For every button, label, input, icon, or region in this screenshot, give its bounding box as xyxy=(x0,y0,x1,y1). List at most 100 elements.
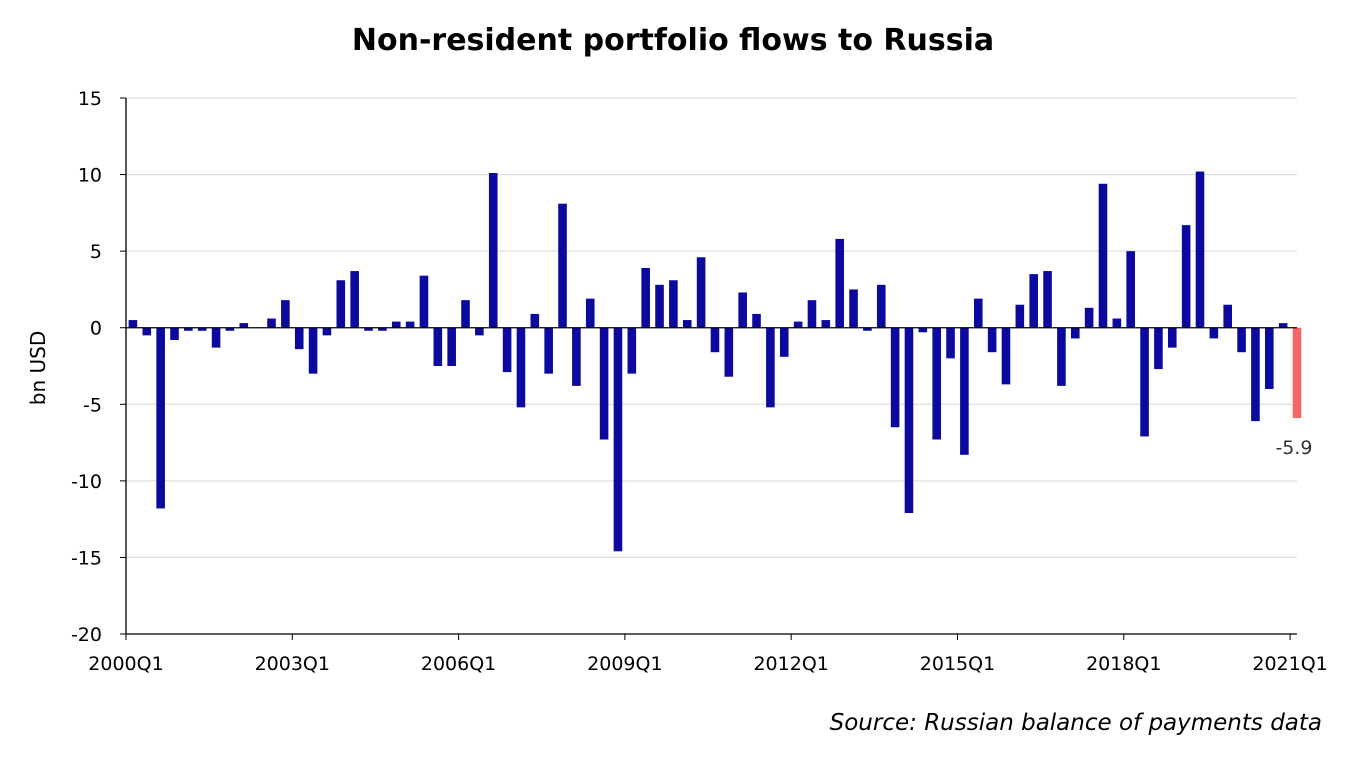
x-tick-label: 2006Q1 xyxy=(421,653,496,675)
bar xyxy=(724,327,734,377)
bar xyxy=(585,298,595,328)
y-tick-label: -15 xyxy=(71,547,102,569)
gridlines xyxy=(120,97,1297,635)
bar xyxy=(904,327,914,514)
bar xyxy=(211,327,221,348)
y-tick-label: 5 xyxy=(90,241,102,263)
bar xyxy=(1209,327,1219,339)
y-tick-label: -5 xyxy=(83,394,102,416)
y-axis-tick-labels: 15 10 5 0 -5 -10 -15 -20 xyxy=(71,88,102,646)
x-tick-label: 2009Q1 xyxy=(587,653,662,675)
bar xyxy=(156,327,165,509)
bar xyxy=(1278,323,1288,328)
y-tick-label: 0 xyxy=(90,318,102,340)
bar xyxy=(1154,327,1163,370)
bar xyxy=(876,284,886,328)
bar xyxy=(710,327,720,353)
chart-title: Non-resident portfolio flows to Russia xyxy=(352,23,994,58)
bar xyxy=(793,321,803,328)
bar xyxy=(627,327,637,374)
x-tick-label: 2003Q1 xyxy=(255,653,330,675)
y-tick-label: 10 xyxy=(78,165,102,187)
x-tick-label: 2018Q1 xyxy=(1086,653,1161,675)
bar xyxy=(1264,327,1274,389)
bar xyxy=(281,300,290,328)
bar xyxy=(475,327,484,336)
bar xyxy=(835,238,844,328)
bar xyxy=(682,320,692,328)
bar xyxy=(766,327,775,408)
bar xyxy=(378,327,387,331)
bar xyxy=(128,320,138,328)
bar xyxy=(1195,171,1205,328)
y-tick-label: 15 xyxy=(78,88,102,110)
bar xyxy=(752,313,761,328)
bar xyxy=(239,323,249,328)
x-tick-label: 2012Q1 xyxy=(753,653,828,675)
bar xyxy=(779,327,789,357)
x-tick-label: 2021Q1 xyxy=(1252,653,1327,675)
bar xyxy=(544,327,553,374)
bar xyxy=(1098,183,1108,328)
bar xyxy=(738,292,747,328)
bar xyxy=(447,327,456,366)
bar xyxy=(488,173,498,328)
bar xyxy=(184,327,193,331)
y-tick-label: -20 xyxy=(71,624,102,646)
bar xyxy=(696,257,706,328)
bar xyxy=(655,284,664,328)
y-axis-title: bn USD xyxy=(26,331,50,405)
axes xyxy=(125,98,1297,635)
bar xyxy=(461,300,470,328)
bar xyxy=(1015,304,1025,328)
bar xyxy=(364,327,373,331)
bar xyxy=(1057,327,1066,386)
bar xyxy=(1112,318,1122,328)
bar xyxy=(558,203,567,328)
bar xyxy=(225,327,235,331)
bar xyxy=(142,327,152,336)
bar xyxy=(350,271,359,328)
bar xyxy=(946,327,955,359)
bar xyxy=(1181,225,1191,328)
bar xyxy=(419,275,429,328)
bar xyxy=(294,327,304,350)
bar xyxy=(1043,271,1052,328)
bar xyxy=(807,300,817,328)
bar xyxy=(849,289,858,328)
bar xyxy=(1029,274,1038,328)
bar xyxy=(308,327,318,374)
bar xyxy=(863,327,872,331)
bar xyxy=(1084,307,1094,328)
bar xyxy=(530,313,540,328)
bar xyxy=(1070,327,1080,339)
bar xyxy=(1140,327,1149,437)
bars xyxy=(128,171,1302,552)
bar xyxy=(599,327,609,440)
bar xyxy=(987,327,997,353)
bar xyxy=(1251,327,1260,422)
bar xyxy=(613,327,623,552)
bar xyxy=(641,267,650,328)
bar xyxy=(516,327,526,408)
bar xyxy=(973,298,983,328)
bar xyxy=(502,327,512,373)
bar xyxy=(170,327,179,340)
y-tick-label: -10 xyxy=(71,471,102,493)
bar xyxy=(267,318,276,328)
bar xyxy=(932,327,941,440)
bar xyxy=(1167,327,1177,348)
bar xyxy=(197,327,207,331)
bar xyxy=(1237,327,1246,353)
bar xyxy=(1126,251,1135,328)
bar xyxy=(391,321,401,328)
last-value-data-label: -5.9 xyxy=(1275,437,1312,459)
bar xyxy=(405,321,415,328)
x-tick-label: 2000Q1 xyxy=(88,653,163,675)
bar xyxy=(890,327,900,428)
bar-highlight xyxy=(1292,327,1302,419)
bar xyxy=(572,327,581,386)
bar xyxy=(1001,327,1011,385)
bar xyxy=(322,327,332,336)
bar xyxy=(918,327,928,333)
